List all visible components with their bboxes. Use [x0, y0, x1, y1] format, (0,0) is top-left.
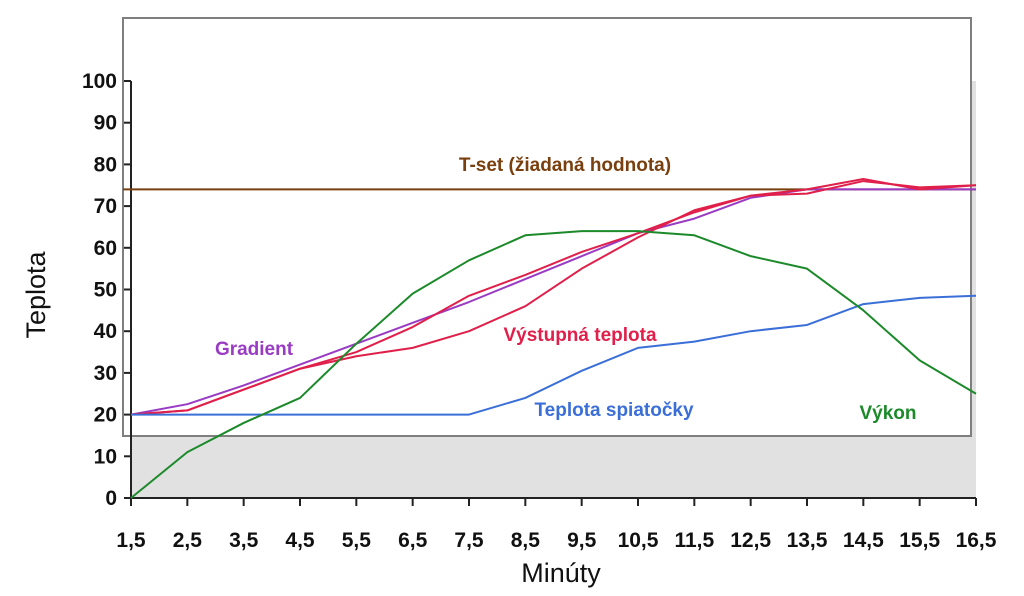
- x-axis-title: Minúty: [521, 558, 601, 588]
- series-line-vykon: [130, 230, 977, 499]
- series-label-vykon: Výkon: [859, 403, 916, 424]
- x-tick-label: 10,5: [618, 529, 659, 552]
- y-tick-label: 50: [94, 279, 117, 302]
- y-tick-label: 40: [94, 320, 117, 343]
- y-tick-label: 100: [82, 70, 117, 93]
- x-tick-label: 5,5: [342, 529, 372, 552]
- x-tick-label: 6,5: [398, 529, 428, 552]
- x-tick-label: 3,5: [229, 529, 259, 552]
- series-line-teplota-spiatocky: [131, 294, 977, 416]
- y-tick-label: 30: [94, 362, 117, 385]
- y-tick-label: 90: [94, 112, 117, 135]
- y-tick-label: 10: [94, 445, 117, 468]
- plot-frame: [122, 17, 972, 437]
- x-tick-label: 2,5: [173, 529, 203, 552]
- y-tick-label: 60: [94, 237, 117, 260]
- series-label-gradient: Gradient: [215, 339, 294, 360]
- y-tick-label: 80: [94, 153, 117, 176]
- x-tick-label: 15,5: [899, 529, 940, 552]
- series-label-teplota-spiatocky: Teplota spiatočky: [534, 400, 694, 421]
- y-tick-label: 70: [94, 195, 117, 218]
- x-tick-label: 13,5: [787, 529, 828, 552]
- x-tick-label: 14,5: [843, 529, 884, 552]
- series-line-vystupna-teplota-secondary: [130, 177, 977, 416]
- x-tick-label: 8,5: [511, 529, 541, 552]
- y-axis-title: Teplota: [21, 250, 51, 338]
- series-label-tset: T-set (žiadaná hodnota): [459, 155, 671, 176]
- x-tick-label: 12,5: [730, 529, 771, 552]
- y-tick-label: 20: [94, 404, 117, 427]
- x-tick-label: 4,5: [285, 529, 315, 552]
- x-tick-label: 16,5: [956, 529, 997, 552]
- x-tick-label: 7,5: [454, 529, 484, 552]
- x-tick-label: 11,5: [674, 529, 714, 552]
- series-label-vystupna-teplota: Výstupná teplota: [503, 325, 657, 346]
- y-tick-label: 0: [105, 487, 117, 510]
- series-line-gradient: [130, 188, 976, 416]
- x-tick-label: 9,5: [567, 529, 597, 552]
- x-tick-label: 1,5: [116, 529, 146, 552]
